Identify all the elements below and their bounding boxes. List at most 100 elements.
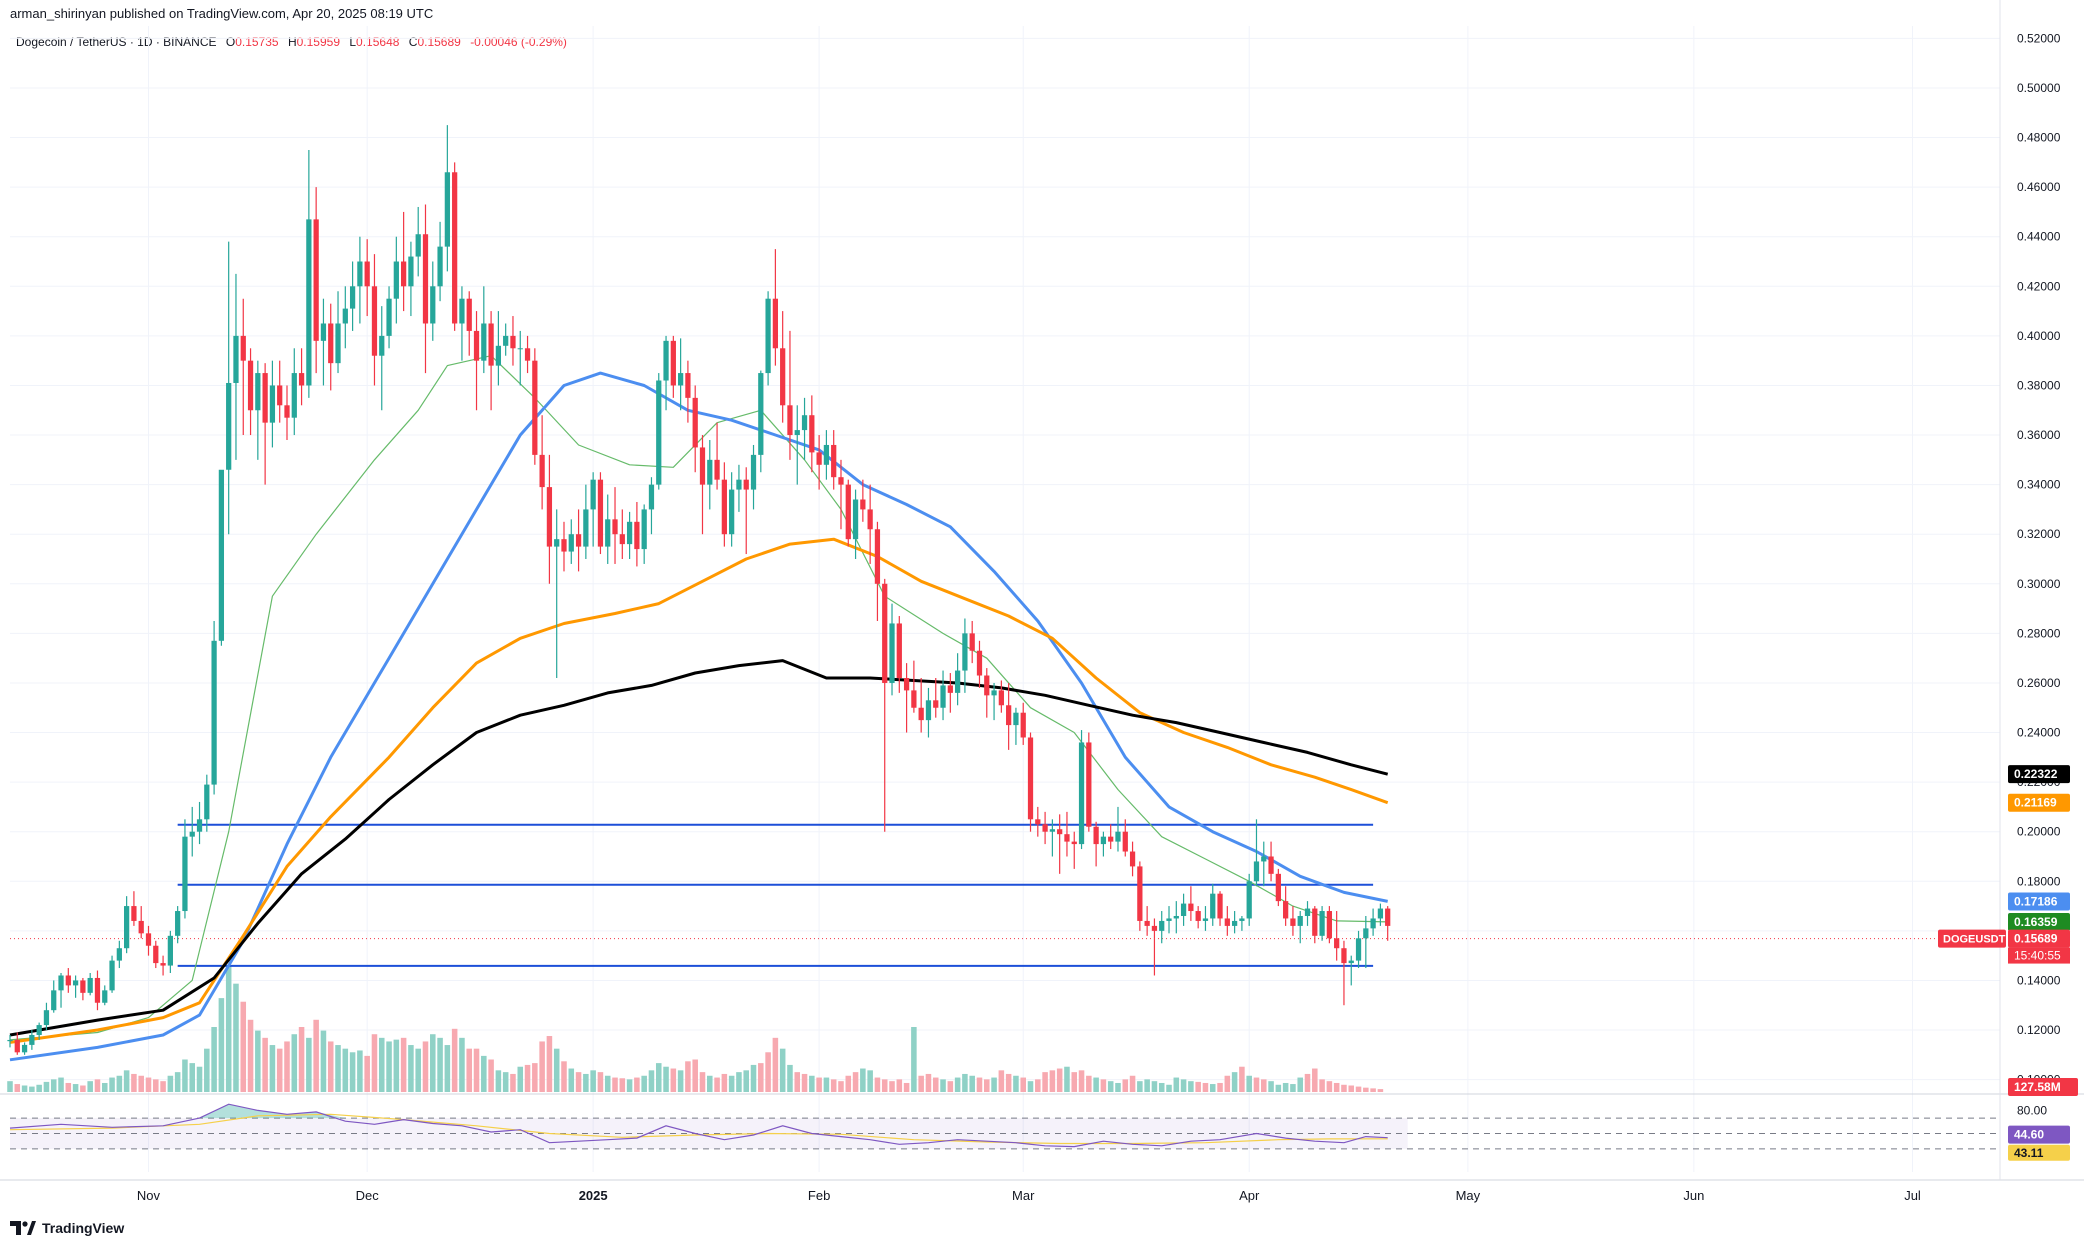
candle-body: [641, 509, 647, 550]
candle-body: [1013, 712, 1019, 726]
candle-body: [954, 670, 961, 693]
candle: [1224, 906, 1230, 936]
candle: [1020, 702, 1026, 745]
candle: [21, 1042, 28, 1055]
volume-bar: [976, 1077, 983, 1092]
volume-bar: [772, 1037, 779, 1092]
volume-bar: [758, 1063, 764, 1092]
time-tick-label: May: [1456, 1188, 1481, 1203]
candle-body: [1122, 831, 1128, 852]
candle-body: [976, 650, 983, 676]
candle: [277, 360, 283, 423]
candle-body: [160, 963, 166, 966]
volume-bar: [641, 1075, 647, 1092]
candle: [634, 501, 640, 567]
candle-body: [240, 335, 246, 361]
volume-bar: [481, 1055, 487, 1092]
candle: [1166, 906, 1172, 934]
price-tick-label: 0.44000: [2017, 230, 2061, 244]
volume-bar: [553, 1048, 560, 1092]
volume-bar: [459, 1037, 465, 1092]
volume-bar: [116, 1075, 123, 1092]
volume-bar: [1239, 1066, 1245, 1092]
volume-bar: [36, 1084, 42, 1092]
candle-body: [510, 335, 516, 349]
volume-bar: [634, 1077, 640, 1092]
candle-body: [444, 172, 450, 247]
candle-body: [29, 1034, 35, 1045]
volume-bar: [131, 1073, 137, 1092]
candle: [102, 985, 108, 1006]
countdown-text: 15:40:55: [2014, 949, 2061, 963]
candle-body: [189, 831, 195, 837]
rsi-ma-badge-bg: [2008, 1144, 2070, 1161]
candle: [430, 261, 436, 341]
price-tick-label: 0.52000: [2017, 31, 2061, 45]
candle-body: [561, 539, 567, 552]
time-tick-label: Dec: [356, 1188, 380, 1203]
candle-body: [940, 685, 946, 708]
candle: [371, 254, 378, 386]
volume-bar: [969, 1075, 975, 1092]
volume-bar: [65, 1082, 72, 1092]
volume-bar: [903, 1082, 910, 1092]
candle-body: [116, 948, 122, 961]
candle-body: [1283, 901, 1289, 919]
candle: [14, 1032, 20, 1055]
candle: [1304, 901, 1311, 926]
candle-body: [1224, 918, 1230, 926]
candle-body: [1173, 915, 1179, 919]
candle-body: [1144, 920, 1150, 926]
volume-bar: [626, 1079, 633, 1092]
candle: [1006, 682, 1012, 750]
tradingview-logo[interactable]: TradingView: [10, 1220, 124, 1236]
candle: [583, 484, 589, 559]
candle: [911, 660, 917, 713]
candle-body: [554, 539, 560, 547]
candle-body: [1253, 861, 1260, 882]
candle: [153, 940, 159, 969]
candle: [211, 620, 217, 795]
volume-bar: [940, 1079, 946, 1092]
volume-bar: [160, 1081, 166, 1092]
price-badge-bg: [2008, 793, 2070, 812]
candle: [386, 286, 392, 349]
candle: [1231, 911, 1238, 934]
candle-body: [765, 298, 771, 374]
candle-body: [524, 348, 531, 361]
candle-body: [634, 521, 640, 550]
volume-bar: [1224, 1075, 1231, 1092]
volume-bar: [699, 1072, 706, 1092]
candle: [357, 236, 363, 324]
volume-bar: [218, 998, 225, 1092]
candle-body: [1195, 911, 1201, 921]
volume-bar: [612, 1077, 618, 1092]
volume-bar: [998, 1070, 1005, 1092]
volume-bar: [867, 1070, 873, 1092]
price-badge-text: 0.17186: [2014, 894, 2058, 908]
candle-body: [1086, 742, 1092, 827]
volume-bar: [313, 1019, 319, 1092]
close-label: C: [408, 35, 418, 49]
candle-body: [182, 836, 188, 912]
price-tick-label: 0.38000: [2017, 378, 2061, 392]
candle: [204, 774, 210, 832]
candle-body: [1348, 960, 1354, 964]
candle-body: [772, 298, 779, 349]
candle-body: [36, 1025, 42, 1035]
candle-body: [1180, 903, 1187, 916]
candle: [313, 187, 319, 374]
symbol-tag-text: DOGEUSDT: [1943, 934, 2006, 946]
volume-bar: [881, 1079, 888, 1092]
candle-body: [852, 499, 859, 540]
volume-bar: [1363, 1087, 1369, 1092]
volume-bar: [196, 1066, 203, 1092]
candle: [233, 273, 239, 460]
candle: [1355, 930, 1362, 969]
volume-bar: [809, 1075, 815, 1092]
volume-bar: [794, 1072, 801, 1092]
candle-body: [1326, 911, 1333, 939]
candle-body: [306, 219, 312, 386]
candle-body: [415, 234, 421, 257]
